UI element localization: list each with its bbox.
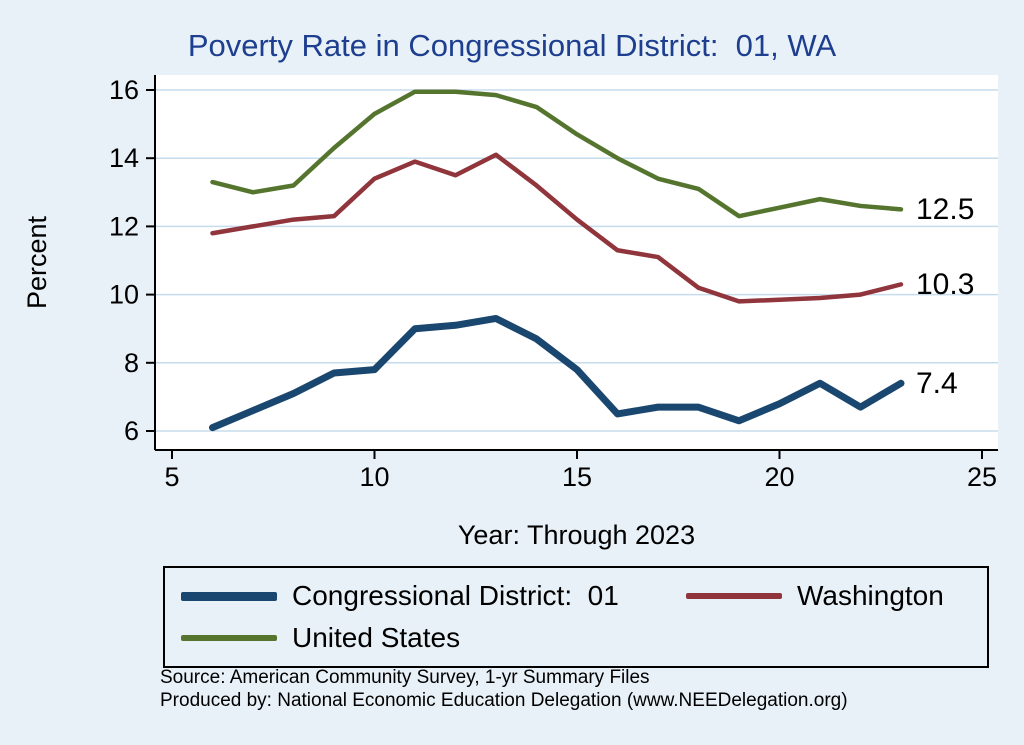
legend-item-0: Congressional District: 01 [181,580,686,612]
legend-item-2: United States [181,622,686,654]
y-tick-label-12: 12 [109,211,139,241]
legend-label-0: Congressional District: 01 [292,580,619,611]
y-tick-label-14: 14 [109,143,139,173]
y-tick-label-8: 8 [124,348,139,378]
x-tick-label-10: 10 [359,462,389,492]
legend-label-1: Washington [797,580,944,611]
legend-swatch-0 [181,591,277,601]
plot-canvas: 6 8 10 12 14 16 5 10 15 20 25 Percent 7.4 10.3 12.5 [22,75,998,492]
source-note-line2: Produced by: National Economic Education… [160,690,848,711]
series-line-2 [210,89,904,219]
series-end-label-1: 10.3 [916,268,974,301]
legend-label-2: United States [292,622,461,653]
series-line-1 [210,152,904,304]
y-tick-label-6: 6 [124,416,139,446]
x-tick-label-25: 25 [967,462,997,492]
y-tick-label-10: 10 [109,280,139,310]
chart-title: Poverty Rate in Congressional District: … [187,28,837,63]
legend-item-1: Washington [686,580,971,612]
plot-area [155,75,998,450]
x-tick-label-15: 15 [562,462,592,492]
x-tick-label-5: 5 [164,462,179,492]
series-end-label-0: 7.4 [916,367,958,400]
legend-swatch-2 [181,634,277,642]
legend-swatch-1 [686,592,782,600]
source-notes: Source: American Community Survey, 1-yr … [160,666,848,712]
legend-box: Congressional District: 01 Washington Unit… [163,566,989,668]
series-line-0 [209,314,905,432]
y-axis-title: Percent [22,215,52,309]
source-note-line1: Source: American Community Survey, 1-yr … [160,667,650,688]
series-end-label-2: 12.5 [916,193,974,226]
y-tick-label-16: 16 [109,75,139,105]
x-axis-title: Year: Through 2023 [457,520,696,550]
x-tick-label-20: 20 [764,462,794,492]
